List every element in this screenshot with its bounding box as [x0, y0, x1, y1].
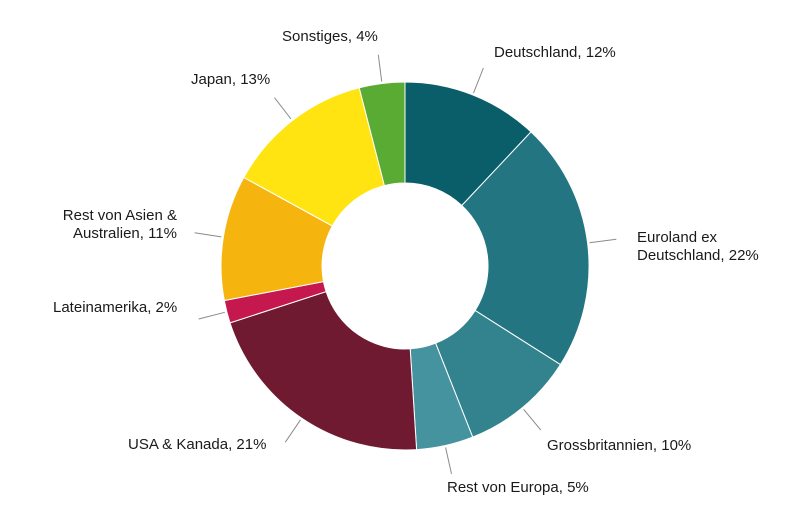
slice-japan — [243, 87, 386, 227]
leader-grossbritannien — [523, 408, 542, 431]
slice-euroland-ex-deutschland — [461, 131, 590, 366]
leader-lateinamerika — [198, 311, 225, 320]
leader-rest-von-europa — [445, 447, 452, 475]
leader-usa-kanada — [284, 419, 301, 443]
label-deutschland: Deutschland, 12% — [494, 44, 616, 61]
leader-deutschland — [473, 67, 484, 94]
leader-japan — [274, 97, 292, 120]
leader-euroland-ex-deutschland — [589, 238, 617, 244]
label-usa-kanada: USA & Kanada, 21% — [128, 436, 267, 453]
label-lateinamerika: Lateinamerika, 2% — [53, 299, 178, 316]
slice-usa-kanada — [229, 290, 418, 451]
label-sonstiges: Sonstiges, 4% — [282, 28, 378, 45]
leader-lines — [194, 54, 617, 475]
leader-sonstiges — [377, 54, 383, 82]
label-rest-von-europa: Rest von Europa, 5% — [447, 479, 589, 496]
label-japan: Japan, 13% — [191, 71, 271, 88]
label-rest-von-asien-australien: Rest von Asien & Australien, 11% — [62, 207, 177, 242]
donut-slices — [220, 81, 590, 451]
label-euroland-ex-deutschland: Euroland ex Deutschland, 22% — [637, 229, 759, 264]
slice-sonstiges — [358, 81, 406, 187]
label-grossbritannien: Grossbritannien, 10% — [547, 437, 692, 454]
leader-rest-von-asien-australien — [194, 232, 222, 238]
